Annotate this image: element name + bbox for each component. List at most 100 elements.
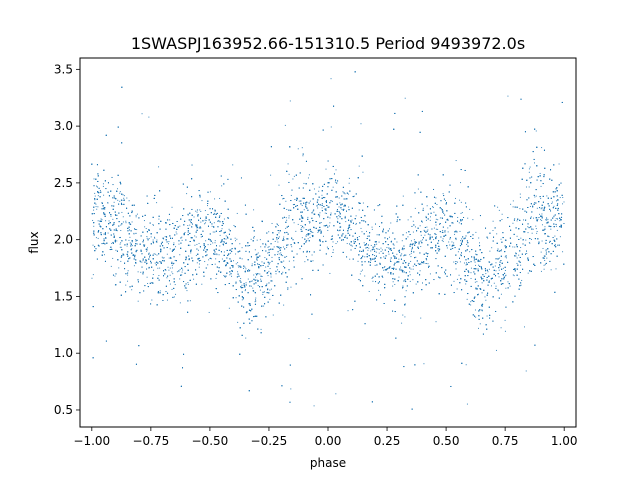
- data-point: [360, 270, 362, 272]
- data-point: [131, 248, 133, 250]
- data-point: [519, 208, 521, 210]
- data-point: [358, 209, 360, 211]
- data-point: [470, 301, 472, 303]
- data-point: [214, 231, 216, 233]
- data-point: [120, 230, 122, 232]
- data-point: [487, 237, 489, 239]
- data-point: [498, 257, 500, 259]
- data-point: [287, 163, 289, 165]
- data-point: [219, 197, 221, 199]
- data-point: [498, 269, 500, 271]
- data-point: [312, 231, 314, 233]
- data-point: [287, 244, 289, 246]
- data-point: [255, 276, 257, 278]
- data-point: [515, 255, 517, 257]
- data-point: [301, 147, 303, 149]
- data-point: [452, 247, 454, 249]
- data-point: [457, 251, 459, 253]
- data-point: [460, 240, 462, 242]
- data-point: [169, 248, 171, 250]
- data-point: [259, 289, 261, 291]
- data-point: [250, 280, 252, 282]
- data-point: [283, 304, 285, 306]
- data-point: [116, 240, 118, 242]
- data-point: [460, 182, 462, 184]
- data-point: [112, 218, 114, 220]
- data-point: [96, 208, 98, 210]
- data-point: [261, 275, 263, 277]
- data-point: [122, 199, 124, 201]
- data-point: [457, 216, 459, 218]
- data-point: [472, 219, 474, 221]
- data-point: [362, 250, 364, 252]
- data-point: [103, 208, 105, 210]
- data-point: [342, 191, 344, 193]
- data-point: [412, 279, 414, 281]
- data-point: [269, 268, 271, 270]
- data-point: [505, 275, 507, 277]
- data-point: [504, 256, 506, 258]
- data-point: [148, 238, 150, 240]
- data-point: [292, 204, 294, 206]
- data-point: [520, 264, 522, 266]
- data-point: [199, 226, 201, 228]
- data-point: [562, 251, 564, 253]
- data-point: [200, 259, 202, 261]
- data-point: [509, 285, 511, 287]
- data-point: [389, 259, 391, 261]
- data-point: [435, 228, 437, 230]
- data-point: [120, 224, 122, 226]
- data-point: [528, 171, 530, 173]
- data-point: [452, 222, 454, 224]
- data-point: [534, 196, 536, 198]
- data-point: [358, 236, 360, 237]
- data-point: [360, 123, 362, 125]
- data-point: [276, 253, 278, 255]
- data-point: [346, 243, 348, 245]
- data-point: [276, 239, 278, 241]
- data-point: [176, 271, 178, 273]
- data-point: [288, 217, 290, 219]
- data-point: [440, 208, 442, 210]
- data-point: [184, 231, 186, 233]
- data-point: [205, 249, 207, 251]
- data-point: [256, 279, 258, 281]
- data-point: [427, 229, 429, 231]
- data-point: [250, 238, 252, 240]
- data-point: [179, 225, 181, 227]
- data-point: [201, 283, 203, 285]
- data-point: [493, 282, 495, 284]
- data-point: [536, 232, 538, 234]
- data-point: [156, 239, 158, 241]
- data-point: [417, 188, 419, 190]
- data-point: [443, 212, 445, 214]
- data-point: [305, 240, 307, 242]
- data-point: [331, 236, 333, 238]
- data-point: [166, 236, 168, 238]
- data-point: [168, 257, 170, 259]
- data-point: [303, 227, 305, 229]
- data-point: [378, 241, 380, 243]
- data-point: [129, 242, 131, 244]
- data-point: [207, 244, 209, 246]
- data-point: [215, 258, 217, 260]
- data-point: [556, 229, 558, 231]
- data-point: [516, 220, 518, 222]
- data-point: [186, 287, 188, 289]
- data-point: [525, 186, 527, 188]
- data-point: [123, 195, 125, 197]
- data-point: [110, 215, 112, 217]
- data-point: [107, 202, 109, 204]
- data-point: [432, 206, 434, 208]
- data-point: [225, 238, 227, 240]
- data-point: [362, 171, 364, 173]
- data-point: [268, 231, 270, 233]
- data-point: [118, 267, 120, 269]
- data-point: [278, 247, 280, 249]
- data-point: [546, 195, 548, 197]
- data-point: [139, 261, 141, 263]
- data-point: [396, 253, 398, 255]
- data-point: [366, 230, 367, 232]
- data-point: [306, 233, 308, 235]
- data-point: [146, 237, 148, 239]
